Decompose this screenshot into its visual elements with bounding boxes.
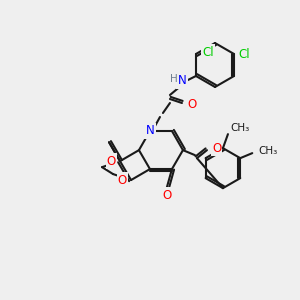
Text: O: O	[107, 154, 116, 168]
Text: Cl: Cl	[238, 47, 250, 61]
Text: CH₃: CH₃	[230, 123, 249, 133]
Text: H: H	[170, 74, 178, 84]
Text: N: N	[178, 74, 186, 88]
Text: CH₃: CH₃	[258, 146, 278, 156]
Text: O: O	[212, 142, 221, 154]
Text: O: O	[187, 98, 196, 112]
Text: Cl: Cl	[202, 46, 214, 59]
Text: O: O	[162, 189, 172, 202]
Text: O: O	[118, 174, 127, 187]
Text: N: N	[146, 124, 154, 137]
